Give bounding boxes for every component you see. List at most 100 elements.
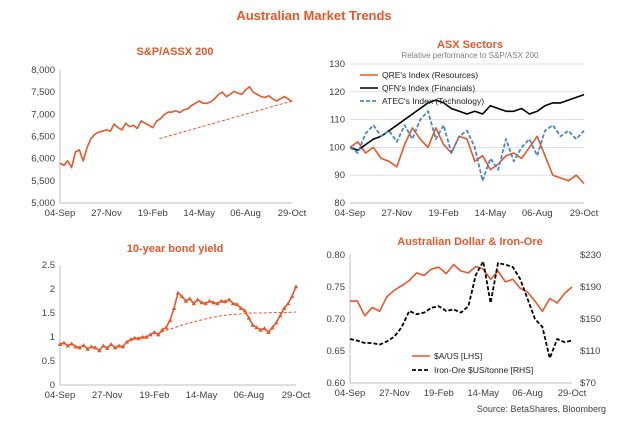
aud-iron-legend-label: $A/US [LHS]: [434, 351, 482, 361]
aud-iron-y-right-tick-label: $110: [580, 346, 600, 357]
bond-series-0-marker: [282, 306, 287, 310]
bond-x-tick-label: 14-May: [186, 390, 218, 401]
sectors-x-tick-label: 19-Feb: [429, 208, 459, 219]
bond-series-0-marker: [285, 301, 291, 306]
bond-x-tick-label: 04-Sep: [45, 390, 76, 401]
bond-series-0-marker: [183, 298, 189, 303]
bond-series-0-marker: [108, 342, 114, 346]
bond-x-tick-label: 29-Oct: [282, 390, 311, 401]
bond-series-0-marker: [120, 344, 126, 349]
bond-series-0-marker: [101, 343, 106, 348]
bond-series-0-marker: [156, 332, 161, 337]
bond-series-0-marker: [73, 344, 78, 349]
aud-iron-y-tick-label: 0.70: [327, 314, 346, 325]
asx200-chart: S&P/ASSX 200 04-Sep 27-Nov 19-Feb 14-May 06-…: [31, 46, 306, 219]
sectors-series-2-line: [349, 110, 585, 182]
bond-series-0-marker: [93, 345, 98, 350]
bond-y-tick-label: 2: [50, 284, 55, 295]
sectors-x-tick-label: 27-Nov: [381, 208, 412, 219]
bond-series-0-marker: [65, 343, 71, 348]
bond-y-tick-label: 1.5: [42, 308, 55, 319]
bond-series-0-marker: [187, 296, 192, 301]
sectors-y-tick-label: 100: [329, 142, 345, 153]
aud-iron-x-tick-label: 04-Sep: [335, 388, 366, 399]
aud-iron-chart: Australian Dollar & Iron-Ore 04-Sep 27-No…: [327, 236, 602, 399]
sectors-legend-label: QRE's Index (Resources): [382, 70, 478, 80]
aud-iron-x-tick-label: 27-Nov: [379, 388, 410, 399]
aud-iron-series-0-line: [350, 263, 573, 317]
sectors-title: ASX Sectors: [437, 39, 503, 51]
asx200-y-tick-label: 8,000: [31, 65, 55, 76]
bond-series-0-line: [59, 286, 297, 352]
bond-series-0-marker: [144, 334, 149, 339]
bond-y-tick-label: 0: [50, 380, 55, 391]
sectors-y-tick-label: 120: [329, 87, 345, 98]
bond-series-0-marker: [226, 297, 232, 302]
aud-iron-title: Australian Dollar & Iron-Ore: [397, 236, 542, 248]
asx200-x-tick-label: 27-Nov: [91, 208, 122, 219]
bond-x-tick-label: 19-Feb: [139, 390, 169, 401]
asx200-series-1-line: [159, 100, 293, 140]
aud-iron-y-right-tick-label: $150: [580, 314, 601, 325]
bond-series-0-marker: [140, 334, 145, 339]
bond-series-0-marker: [223, 299, 228, 304]
bond-series-0-marker: [61, 340, 67, 345]
bond-series-0-marker: [274, 320, 279, 325]
bond-series-0-marker: [136, 336, 141, 341]
bond-series-0-marker: [81, 342, 86, 347]
aud-iron-y-tick-label: 0.80: [327, 250, 346, 261]
bond-series-0-marker: [116, 343, 122, 348]
bond-series-0-marker: [191, 301, 196, 306]
asx200-y-tick-label: 6,000: [31, 154, 55, 165]
bond-series-0-marker: [171, 306, 177, 310]
sectors-legend-label: QFN's Index (Financials): [382, 83, 475, 93]
asx200-y-tick-label: 5,000: [31, 198, 55, 209]
bond-series-0-marker: [250, 322, 255, 327]
bond-y-tick-label: 2.5: [42, 260, 55, 271]
aud-iron-series-1-line: [349, 260, 573, 360]
bond-series-0-marker: [124, 339, 130, 344]
bond-y-tick-label: 0.5: [42, 356, 55, 367]
bond-series-0-marker: [242, 308, 248, 313]
sectors-x-tick-label: 14-May: [475, 208, 507, 219]
bond-series-0-marker: [203, 301, 208, 306]
sectors-x-tick-label: 04-Sep: [335, 208, 366, 219]
sectors-series-0-line: [349, 127, 585, 185]
aud-iron-y-tick-label: 0.75: [327, 282, 346, 293]
asx200-y-tick-label: 7,500: [31, 87, 55, 98]
bond-series-0-marker: [85, 346, 90, 351]
sectors-series-1-line: [349, 93, 585, 151]
asx200-y-tick-label: 6,500: [31, 132, 55, 143]
asx200-x-tick-label: 06-Aug: [230, 208, 261, 219]
page-title: Australian Market Trends: [236, 8, 392, 23]
bond-series-0-marker: [164, 325, 169, 330]
bond-title: 10-year bond yield: [127, 243, 224, 255]
bond-series-0-marker: [246, 315, 251, 320]
asx200-x-tick-label: 04-Sep: [45, 208, 76, 219]
bond-series-0-marker: [89, 344, 94, 349]
bond-series-0-marker: [207, 298, 212, 303]
aud-iron-y-tick-label: 0.60: [327, 378, 346, 389]
aud-iron-legend-label: Iron-Ore $US/tonne [RHS]: [434, 365, 533, 375]
bond-series-0-marker: [293, 284, 299, 289]
bond-series-0-marker: [112, 345, 118, 350]
sectors-legend-label: ATEC's Index (Technology): [382, 96, 484, 106]
bond-series-0-marker: [238, 306, 244, 310]
aud-iron-y-tick-label: 0.65: [327, 346, 346, 357]
bond-series-0-marker: [219, 298, 224, 303]
bond-series-0-marker: [97, 348, 102, 353]
bond-y-tick-label: 1: [50, 332, 55, 343]
bond-series-0-marker: [132, 335, 137, 340]
bond-series-0-marker: [289, 294, 295, 298]
bond-x-tick-label: 06-Aug: [233, 390, 264, 401]
asx200-y-tick-label: 5,500: [31, 176, 55, 187]
asx200-title: S&P/ASSX 200: [136, 46, 213, 58]
sectors-x-tick-label: 06-Aug: [522, 208, 553, 219]
aud-iron-x-tick-label: 14-May: [467, 388, 499, 399]
bond-series-0-marker: [175, 290, 181, 295]
bond-series-0-marker: [128, 337, 133, 342]
bond-series-0-marker: [266, 330, 271, 334]
sectors-chart: ASX Sectors Relative performance to S&P/…: [329, 39, 598, 219]
bond-series-0-marker: [195, 297, 200, 302]
